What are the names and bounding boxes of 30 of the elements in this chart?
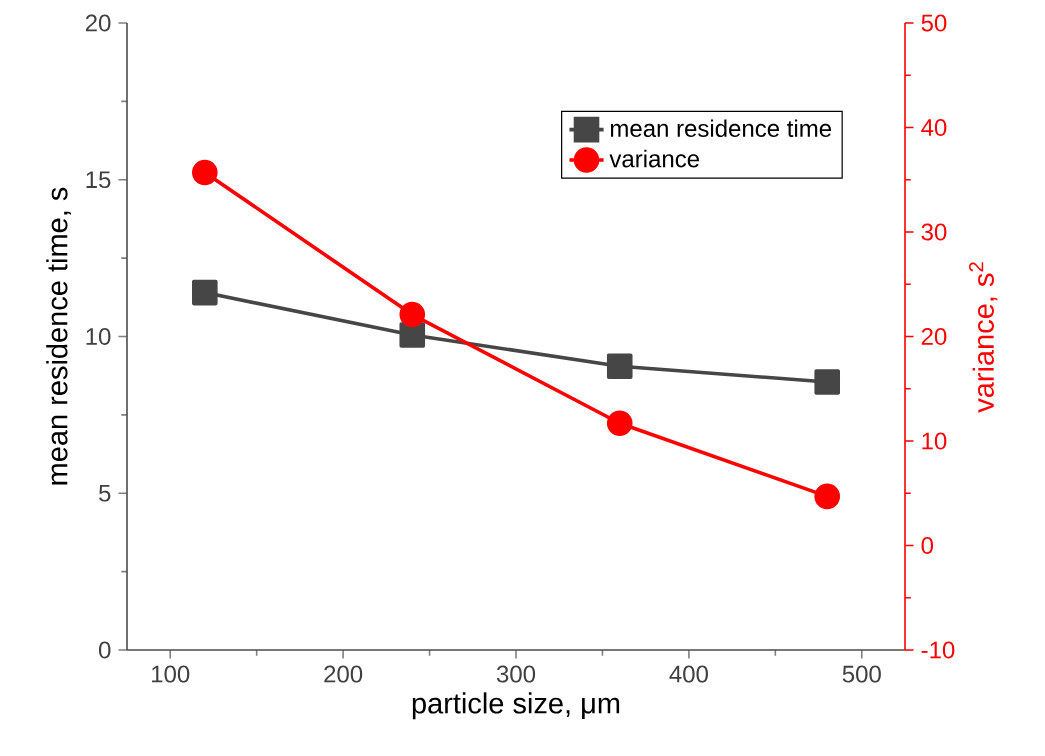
point xyxy=(192,279,218,306)
point xyxy=(606,410,633,437)
x-tick-label: 100 xyxy=(152,665,190,683)
point xyxy=(814,483,841,510)
y2-tick-label: 20 xyxy=(921,328,947,345)
y-axis-title: mean residence time, s xyxy=(46,187,71,485)
x-tick-label: 300 xyxy=(496,665,536,683)
y2-tick-label: 10 xyxy=(922,432,947,450)
legend-label: mean residence time xyxy=(610,119,832,137)
point xyxy=(192,159,218,186)
point xyxy=(399,322,426,348)
y2-tick-label: 30 xyxy=(921,223,947,241)
point xyxy=(814,369,841,395)
x-tick-label: 200 xyxy=(324,665,363,683)
y-tick-label: 10 xyxy=(86,328,111,345)
y2-tick-label: 0 xyxy=(921,537,934,554)
y-tick-label: 20 xyxy=(85,14,111,32)
y2-axis-title: variance, s$^{2}$ xyxy=(969,262,998,413)
y2-tick-label: -10 xyxy=(921,641,955,659)
point xyxy=(399,301,426,328)
y2-tick-label: 50 xyxy=(921,14,947,32)
x-tick-label: 500 xyxy=(842,665,881,683)
x-axis-title: particle size, μm xyxy=(412,692,620,720)
y-tick-label: 0 xyxy=(98,641,111,659)
y2-tick-label: 40 xyxy=(921,119,947,136)
legend-label: variance xyxy=(609,149,699,168)
point xyxy=(606,353,633,380)
y-tick-label: 5 xyxy=(99,484,111,502)
y-tick-label: 15 xyxy=(86,171,111,189)
x-tick-label: 400 xyxy=(669,665,708,683)
